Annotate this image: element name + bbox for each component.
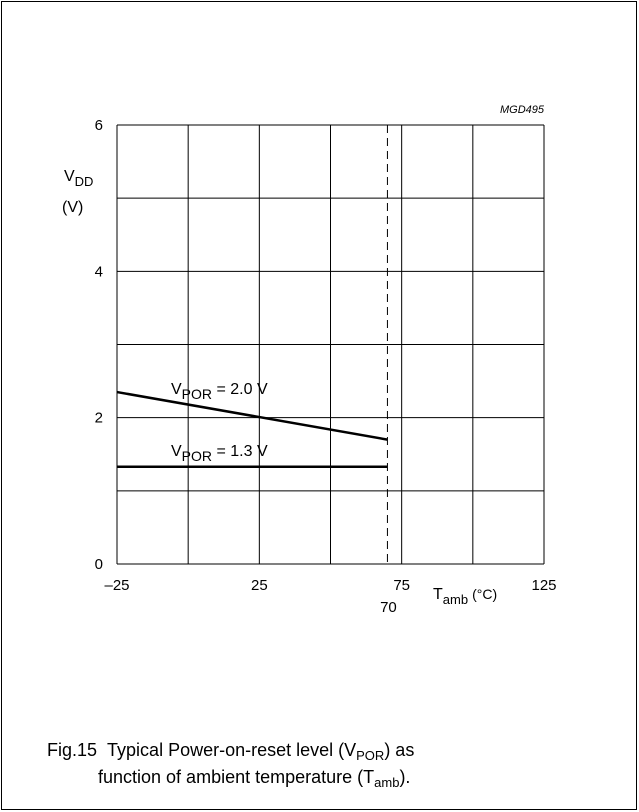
caption-line-2: function of ambient temperature (Tamb). [98,767,411,790]
figure-id: MGD495 [500,104,545,116]
series-lines [116,390,388,468]
x-tick-label: 125 [531,577,556,594]
caption-line-1: Fig.15 Typical Power-on-reset level (VPO… [47,740,415,763]
y-tick-label: 2 [95,410,103,427]
series-label-1-3v: VPOR = 1.3 V [171,443,268,464]
y-axis-unit: (V) [62,199,83,216]
y-tick-labels: 0 2 4 6 [95,117,103,573]
y-axis-label: VDD [64,168,93,189]
x-tick-label: –25 [104,577,129,594]
y-tick-label: 6 [95,117,103,134]
x-tick-label: 25 [251,577,268,594]
figure-number: Fig.15 [47,740,98,760]
series-label-2v: VPOR = 2.0 V [171,381,268,402]
x-axis-label: Tamb (°C) [433,586,497,607]
y-tick-label: 4 [95,263,103,280]
series-line-0 [116,390,388,441]
horizontal-gridlines [117,124,544,565]
y-tick-label: 0 [95,556,103,573]
marker-label: 70 [380,599,397,616]
x-tick-label: 75 [393,577,410,594]
x-tick-labels: –25 25 75 125 [104,577,556,594]
